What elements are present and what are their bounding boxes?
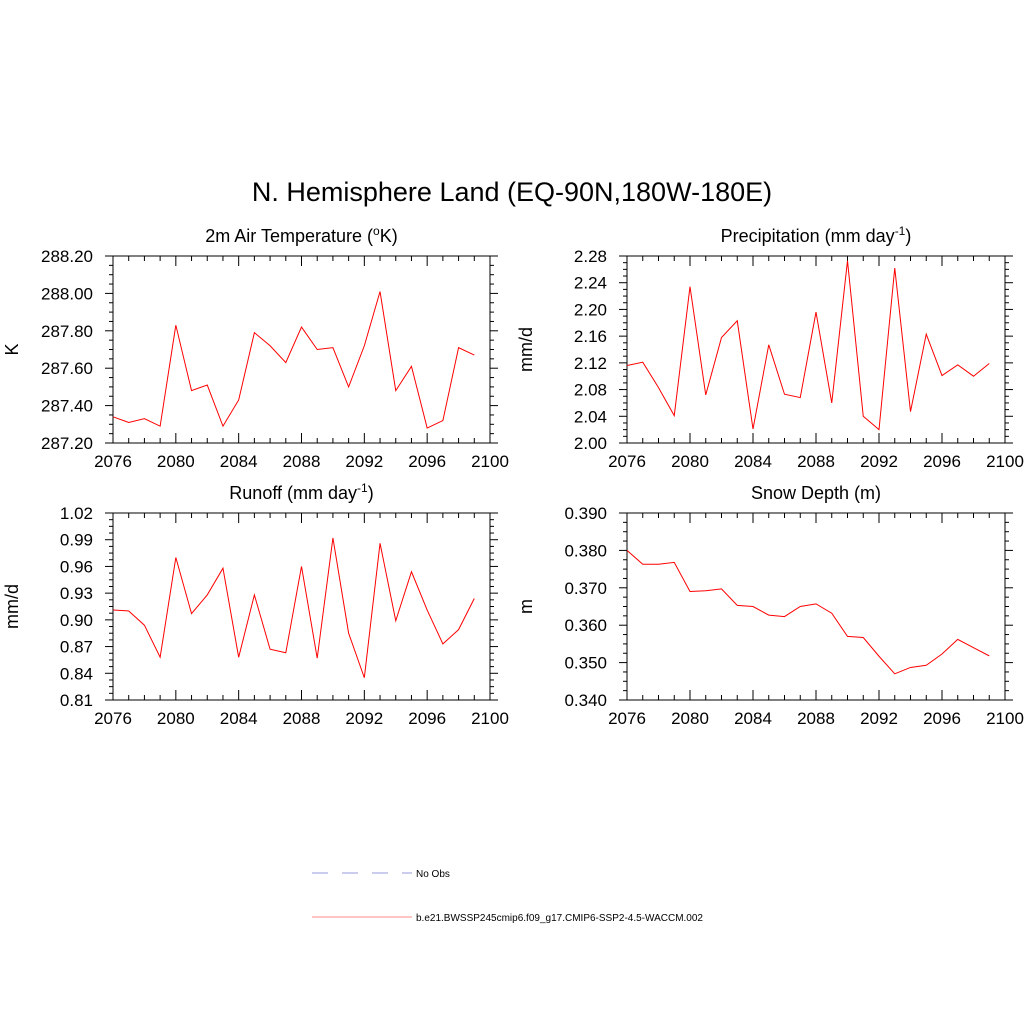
series-line-air-temperature bbox=[112, 291, 475, 429]
panel-title: Runoff (mm day-1) bbox=[229, 481, 373, 503]
y-axis-label: m bbox=[516, 599, 536, 614]
panel-title: Snow Depth (m) bbox=[751, 483, 881, 503]
y-tick-label: 0.84 bbox=[60, 664, 93, 683]
x-tick-label: 2080 bbox=[671, 452, 709, 471]
y-axis-label: mm/d bbox=[2, 584, 22, 629]
y-tick-label: 287.20 bbox=[41, 434, 93, 453]
y-tick-label: 0.99 bbox=[60, 531, 93, 550]
y-tick-label: 2.16 bbox=[574, 327, 607, 346]
x-tick-label: 2076 bbox=[94, 709, 132, 728]
panel-runoff: Runoff (mm day-1) mm/d 2076 2080 2084 2088 209… bbox=[2, 481, 509, 728]
y-tick-label: 2.24 bbox=[574, 274, 607, 293]
panel-title-end: K) bbox=[380, 226, 398, 246]
y-tick-label: 2.20 bbox=[574, 300, 607, 319]
plot-frame bbox=[626, 255, 1006, 444]
x-tick-label: 2096 bbox=[408, 452, 446, 471]
x-tick-label: 2096 bbox=[923, 709, 961, 728]
y-tick-label: 288.20 bbox=[41, 247, 93, 266]
panel-title: 2m Air Temperature (oK) bbox=[205, 224, 397, 246]
y-tick-label: 0.81 bbox=[60, 691, 93, 710]
x-tick-label: 2100 bbox=[471, 709, 509, 728]
legend-label-no-obs: No Obs bbox=[416, 869, 450, 880]
x-tick-label: 2084 bbox=[734, 452, 772, 471]
y-tick-label: 287.60 bbox=[41, 359, 93, 378]
y-tick-label: 2.12 bbox=[574, 354, 607, 373]
legend: No Obs b.e21.BWSSP245cmip6.f09_g17.CMIP6… bbox=[312, 869, 703, 924]
y-tick-label: 0.360 bbox=[564, 616, 607, 635]
y-tick-label: 2.28 bbox=[574, 247, 607, 266]
x-tick-label: 2080 bbox=[157, 709, 195, 728]
panel-precipitation: Precipitation (mm day-1) mm/d 2076 2080 2084… bbox=[516, 224, 1024, 471]
figure-title: N. Hemisphere Land (EQ-90N,180W-180E) bbox=[252, 177, 772, 207]
series-line-precipitation bbox=[626, 260, 990, 431]
x-tick-label: 2088 bbox=[283, 709, 321, 728]
x-tick-label: 2092 bbox=[345, 452, 383, 471]
x-tick-label: 2100 bbox=[986, 452, 1024, 471]
series-line-runoff bbox=[112, 537, 475, 678]
x-tick-label: 2080 bbox=[671, 709, 709, 728]
plot-frame bbox=[112, 255, 491, 444]
y-tick-label: 2.08 bbox=[574, 381, 607, 400]
y-tick-label: 287.40 bbox=[41, 397, 93, 416]
y-tick-label: 1.02 bbox=[60, 504, 93, 523]
x-tick-label: 2096 bbox=[408, 709, 446, 728]
x-tick-label: 2096 bbox=[923, 452, 961, 471]
y-tick-label: 2.00 bbox=[574, 434, 607, 453]
y-tick-label: 0.90 bbox=[60, 611, 93, 630]
legend-label-model: b.e21.BWSSP245cmip6.f09_g17.CMIP6-SSP2-4… bbox=[416, 913, 703, 924]
x-tick-label: 2084 bbox=[734, 709, 772, 728]
x-tick-label: 2088 bbox=[797, 452, 835, 471]
panel-title: Precipitation (mm day-1) bbox=[721, 224, 912, 246]
panel-title-superscript: -1 bbox=[895, 224, 906, 238]
plot-frame bbox=[112, 512, 491, 701]
panel-air-temperature: 2m Air Temperature (oK) K 2076 2080 2084 2088… bbox=[2, 224, 509, 471]
y-axis-label: K bbox=[2, 343, 22, 355]
x-tick-label: 2080 bbox=[157, 452, 195, 471]
x-tick-label: 2100 bbox=[986, 709, 1024, 728]
x-tick-label: 2088 bbox=[797, 709, 835, 728]
y-tick-label: 0.87 bbox=[60, 638, 93, 657]
x-tick-label: 2084 bbox=[220, 709, 258, 728]
x-tick-label: 2100 bbox=[471, 452, 509, 471]
panel-title-superscript: -1 bbox=[357, 481, 368, 495]
y-tick-label: 0.380 bbox=[564, 541, 607, 560]
y-axis-label: mm/d bbox=[516, 327, 536, 372]
panel-snow-depth: Snow Depth (m) m 2076 2080 2084 2088 2092 2096 2… bbox=[516, 483, 1024, 728]
y-tick-label: 0.96 bbox=[60, 557, 93, 576]
panel-title-end: ) bbox=[905, 226, 911, 246]
y-tick-label: 2.04 bbox=[574, 407, 607, 426]
series-line-snow-depth bbox=[626, 550, 990, 675]
y-tick-label: 0.370 bbox=[564, 579, 607, 598]
x-tick-label: 2092 bbox=[345, 709, 383, 728]
y-tick-label: 287.80 bbox=[41, 322, 93, 341]
y-tick-label: 0.340 bbox=[564, 691, 607, 710]
y-tick-label: 288.00 bbox=[41, 284, 93, 303]
y-tick-label: 0.390 bbox=[564, 504, 607, 523]
x-tick-label: 2076 bbox=[608, 709, 646, 728]
panel-title-end: ) bbox=[368, 483, 374, 503]
plot-frame bbox=[626, 512, 1006, 701]
x-tick-label: 2088 bbox=[283, 452, 321, 471]
x-tick-label: 2084 bbox=[220, 452, 258, 471]
x-tick-label: 2092 bbox=[860, 709, 898, 728]
panel-title-superscript: o bbox=[373, 224, 380, 238]
x-tick-label: 2092 bbox=[860, 452, 898, 471]
x-tick-label: 2076 bbox=[608, 452, 646, 471]
panels: 2m Air Temperature (oK) K 2076 2080 2084 2088… bbox=[2, 224, 1024, 728]
y-tick-label: 0.350 bbox=[564, 654, 607, 673]
x-tick-label: 2076 bbox=[94, 452, 132, 471]
y-tick-label: 0.93 bbox=[60, 584, 93, 603]
